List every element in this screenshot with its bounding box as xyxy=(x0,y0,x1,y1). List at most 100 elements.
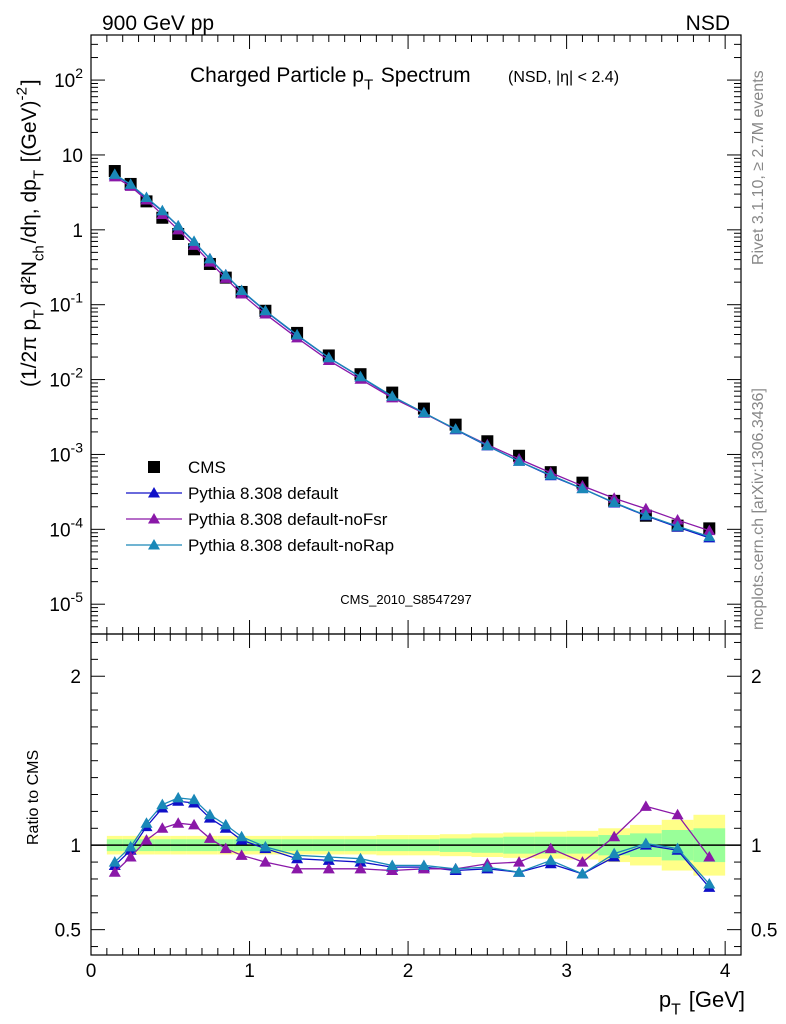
series-point xyxy=(108,168,121,179)
series-point xyxy=(513,455,526,466)
y-tick-label: 10-2 xyxy=(49,365,83,392)
ratio-series-point xyxy=(449,862,462,874)
legend-marker xyxy=(148,513,160,524)
ratio-series-point xyxy=(259,840,272,852)
legend-label: Pythia 8.308 default-noFsr xyxy=(188,510,388,529)
y-tick-label: 10-4 xyxy=(49,514,83,541)
series-point xyxy=(576,482,589,494)
series-point xyxy=(639,502,652,514)
ratio-series-point xyxy=(513,866,526,877)
ratio-series-point xyxy=(172,791,185,803)
main-ylabel: (1/2π pT ) d²Nch /dη, dpT [(GeV)-2 ] xyxy=(14,79,48,387)
ratio-series-point xyxy=(203,808,216,820)
ratio-panel: 0 1 2 3 4 0.5 0.5 1 1 2 2 xyxy=(55,633,777,982)
ratio-y-tick-label: 2 xyxy=(70,667,81,688)
series-point xyxy=(140,191,153,203)
mcplots-label: mcplots.cern.ch [arXiv:1306.3436] xyxy=(750,388,767,630)
ratio-series-point xyxy=(188,793,201,805)
ratio-series-point xyxy=(513,856,526,867)
series-point xyxy=(291,328,304,340)
series-point xyxy=(481,439,494,451)
ratio-series-point xyxy=(481,861,494,872)
main-title: Charged Particle pT Spectrum (NSD, |η| <… xyxy=(190,64,619,93)
legend-label: Pythia 8.308 default xyxy=(188,484,339,503)
series-point xyxy=(188,235,201,246)
series-point xyxy=(671,514,684,525)
legend-marker xyxy=(148,539,160,550)
ratio-series-point xyxy=(417,859,430,870)
legend-label: Pythia 8.308 default-noRap xyxy=(188,536,394,555)
ratio-series-point xyxy=(608,830,621,842)
ratio-y-tick-label-right: 2 xyxy=(751,667,762,688)
header-left: 900 GeV pp xyxy=(102,12,214,35)
ratio-series-point xyxy=(188,818,201,830)
y-tick-label: 102 xyxy=(54,65,83,92)
ratio-series-point xyxy=(639,837,652,848)
ratio-ylabel: Ratio to CMS xyxy=(25,750,42,845)
y-tick-label: 1 xyxy=(72,221,83,242)
ratio-series-point xyxy=(671,808,684,820)
series-point xyxy=(544,469,557,480)
ratio-series-point xyxy=(291,849,304,860)
main-ylabel-text: (1/2π pT ) d²Nch /dη, dpT [(GeV)-2 ] xyxy=(14,79,48,387)
ratio-series-point xyxy=(235,849,248,860)
ratio-series-point xyxy=(322,862,335,874)
ratio-series-point xyxy=(219,842,232,854)
legend: CMS Pythia 8.308 default Pythia 8.308 defa… xyxy=(126,458,394,555)
series-point xyxy=(449,423,462,434)
main-panel: 10-5 10-4 10-3 10-2 10-1 1 10 102 CMS_2010_S8547… xyxy=(49,34,742,635)
series-point xyxy=(124,178,137,189)
ratio-series-point xyxy=(124,840,137,852)
watermark: CMS_2010_S8547297 xyxy=(340,592,472,607)
rivet-label: Rivet 3.1.10, ≥ 2.7M events xyxy=(750,70,767,265)
ratio-series-point xyxy=(108,856,121,867)
ratio-series-point xyxy=(703,878,716,889)
ratio-series-point xyxy=(235,830,248,842)
ratio-series-point xyxy=(203,832,216,843)
ratio-series-point xyxy=(140,834,153,845)
series-3 xyxy=(108,168,716,542)
y-tick-label: 10-5 xyxy=(49,589,83,616)
legend-marker xyxy=(148,487,160,498)
ratio-series-point xyxy=(544,842,557,854)
title-subtitle: (NSD, |η| < 2.4) xyxy=(508,69,619,86)
legend-marker xyxy=(148,461,160,473)
series-point xyxy=(172,219,185,231)
ratio-series-point xyxy=(156,798,169,810)
series-line xyxy=(114,176,710,532)
x-tick-label: 1 xyxy=(244,961,255,982)
series-point xyxy=(259,304,272,316)
series-point xyxy=(219,268,232,280)
legend-label: CMS xyxy=(188,458,226,477)
series-line xyxy=(114,173,710,538)
y-tick-label: 10 xyxy=(62,146,83,167)
series-point xyxy=(156,204,169,216)
series-point xyxy=(386,390,399,401)
series-0 xyxy=(108,165,716,535)
series-point xyxy=(639,509,652,520)
ratio-y-tick-label: 0.5 xyxy=(55,921,81,942)
ratio-series-point xyxy=(108,866,121,877)
series-point xyxy=(608,496,621,508)
ratio-series-point xyxy=(219,818,232,830)
ratio-series-point xyxy=(703,851,716,862)
series-point xyxy=(671,520,684,531)
ratio-series-point xyxy=(322,851,335,862)
series-point xyxy=(235,284,248,295)
ratio-series-point xyxy=(259,856,272,867)
title-text: Charged Particle pT Spectrum xyxy=(190,64,471,93)
x-tick-label: 2 xyxy=(403,961,414,982)
series-point xyxy=(322,351,335,363)
ratio-series-point xyxy=(291,862,304,874)
ratio-series-point xyxy=(156,822,169,833)
series-point xyxy=(703,530,716,542)
ratio-y-tick-label-right: 0.5 xyxy=(751,921,777,942)
y-tick-label: 10-3 xyxy=(49,439,83,466)
ratio-series-point xyxy=(172,817,185,828)
series-point xyxy=(417,406,430,418)
x-tick-label: 3 xyxy=(561,961,572,982)
ratio-series-point xyxy=(671,842,684,854)
ratio-series-point xyxy=(608,847,621,859)
series-point xyxy=(354,370,367,382)
